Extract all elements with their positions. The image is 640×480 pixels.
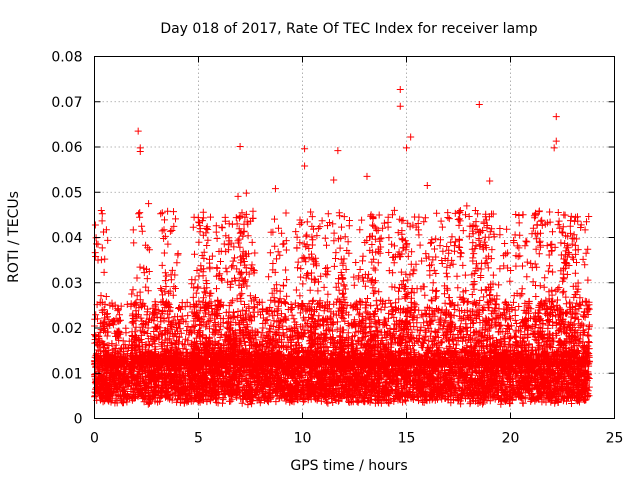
scatter-point bbox=[363, 172, 371, 180]
scatter-point bbox=[136, 148, 144, 156]
scatter-point bbox=[552, 113, 560, 121]
x-tick-label: 20 bbox=[502, 431, 520, 447]
y-tick-label: 0.01 bbox=[51, 366, 82, 382]
scatter-point bbox=[330, 176, 338, 184]
scatter-point bbox=[423, 181, 431, 189]
y-axis-tick-labels: 0 0.01 0.02 0.03 0.04 0.05 0.06 0.07 0.08 bbox=[51, 50, 82, 428]
scatter-point bbox=[396, 86, 404, 94]
scatter-point bbox=[550, 144, 558, 152]
scatter-point bbox=[234, 192, 242, 200]
chart-title: Day 018 of 2017, Rate Of TEC Index for r… bbox=[160, 21, 537, 37]
x-axis-title: GPS time / hours bbox=[290, 458, 407, 474]
scatter-point bbox=[403, 144, 410, 152]
y-tick-label: 0.04 bbox=[51, 231, 82, 247]
y-tick-label: 0.02 bbox=[51, 321, 82, 337]
scatter-point bbox=[242, 189, 250, 197]
scatter-point bbox=[334, 147, 342, 155]
y-tick-label: 0.08 bbox=[51, 50, 82, 66]
y-tick-label: 0 bbox=[74, 412, 83, 428]
y-tick-label: 0.06 bbox=[51, 140, 82, 156]
scatter-point bbox=[396, 102, 404, 110]
scatter-point bbox=[195, 218, 202, 226]
scatter-point bbox=[407, 133, 415, 141]
scatter-point bbox=[463, 202, 471, 210]
scatter-point bbox=[271, 185, 279, 193]
scatter-point bbox=[236, 143, 244, 151]
data-points bbox=[91, 86, 593, 409]
y-axis-title: ROTI / TECUs bbox=[6, 191, 22, 283]
x-tick-label: 10 bbox=[294, 431, 312, 447]
scatter-point bbox=[301, 145, 309, 153]
y-tick-label: 0.05 bbox=[51, 185, 82, 201]
scatter-point bbox=[145, 200, 153, 208]
x-axis-tick-labels: 0 5 10 15 20 25 bbox=[90, 431, 623, 447]
scatter-point bbox=[538, 216, 546, 224]
x-tick-label: 25 bbox=[606, 431, 624, 447]
y-tick-label: 0.03 bbox=[51, 276, 82, 292]
x-tick-label: 5 bbox=[194, 431, 203, 447]
scatter-point bbox=[475, 100, 483, 108]
x-tick-label: 15 bbox=[398, 431, 416, 447]
axis-ticks bbox=[94, 56, 615, 419]
scatter-point bbox=[552, 137, 560, 145]
scatter-point bbox=[301, 162, 309, 170]
y-tick-label: 0.07 bbox=[51, 95, 82, 111]
scatter-point bbox=[486, 177, 494, 185]
scatter-point bbox=[577, 221, 585, 229]
x-tick-label: 0 bbox=[90, 431, 99, 447]
scatter-point-cloud bbox=[91, 206, 593, 409]
scatter-point bbox=[134, 127, 142, 135]
